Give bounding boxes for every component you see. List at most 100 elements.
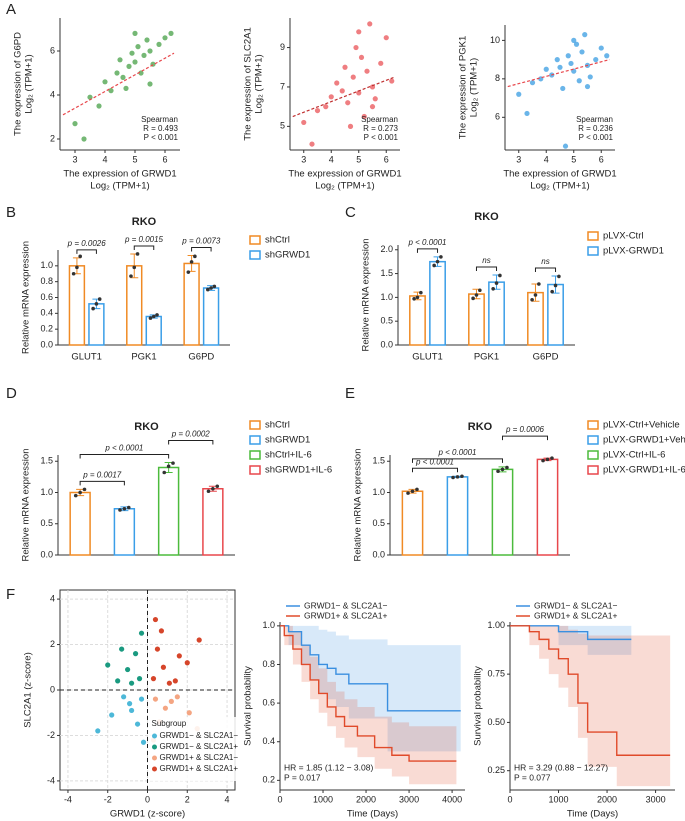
y-tick-label: 0.0	[40, 549, 53, 559]
y-tick-label: 5	[280, 121, 285, 131]
x-tick-label: 4	[544, 154, 549, 164]
y-axis-label: Survival probability	[473, 666, 484, 746]
point	[132, 59, 138, 65]
x-tick-label: -4	[64, 794, 72, 804]
replicate-point	[215, 484, 220, 489]
replicate-point	[129, 274, 133, 278]
replicate-point	[132, 265, 137, 270]
point	[339, 88, 345, 94]
bar	[113, 508, 136, 556]
point	[582, 32, 588, 38]
legend-swatch	[152, 744, 157, 750]
replicate-point	[410, 489, 415, 494]
point	[361, 113, 367, 120]
replicate-point	[557, 274, 561, 279]
significance-bracket	[191, 247, 212, 252]
point	[565, 53, 571, 59]
replicate-point	[406, 491, 410, 495]
y-axis-label: Survival probability	[243, 666, 254, 746]
annotation: P = 0.077	[514, 772, 551, 782]
point	[389, 78, 395, 84]
chart-title: RKO	[134, 421, 159, 433]
legend-label: shGRWD1	[265, 250, 310, 261]
significance-label: p = 0.0017	[82, 470, 122, 479]
panel-label: A	[6, 1, 16, 18]
point	[162, 705, 168, 711]
y-tick-label: 0.0	[372, 549, 385, 559]
annotation: P = 0.017	[284, 772, 321, 782]
chart-title: RKO	[468, 421, 493, 433]
y-tick-label: 9	[280, 42, 285, 52]
annotation: Spearman	[576, 115, 613, 124]
legend-label: shCtrl	[265, 420, 290, 431]
legend-label: pLVX-Ctrl	[603, 231, 643, 242]
point	[138, 696, 145, 702]
x-tick-label: 4	[102, 154, 107, 164]
legend-label: shGRWD1	[265, 435, 310, 446]
survival-curve	[280, 625, 457, 762]
legend-bg	[149, 717, 252, 781]
legend-label: GRWD1+ & SLC2A1−	[160, 753, 239, 762]
y-tick-label: 1.00	[487, 620, 505, 630]
y-tick-label: 0	[50, 684, 55, 694]
y-tick-label: 2	[50, 639, 55, 649]
point	[568, 60, 574, 67]
point	[168, 698, 174, 704]
x-axis-label: Time (Days)	[567, 809, 618, 820]
point	[154, 646, 161, 652]
point	[135, 44, 141, 50]
x-tick-label: 6	[162, 154, 167, 164]
y-tick-label: 0.5	[40, 518, 53, 528]
point	[560, 85, 566, 92]
legend-label: shCtrl+IL-6	[265, 450, 312, 461]
y-tick-label: 0.6	[262, 697, 275, 707]
replicate-point	[186, 270, 191, 274]
y-tick-label: 10	[490, 35, 500, 45]
x-tick-label: G6PD	[188, 352, 214, 363]
replicate-point	[550, 456, 554, 460]
point	[158, 628, 165, 634]
x-tick-label: 3	[301, 154, 306, 164]
y-tick-label: 6	[495, 112, 500, 122]
point	[102, 79, 108, 85]
confidence-band	[510, 625, 671, 787]
point	[128, 680, 135, 686]
legend-label: GRWD1− & SLC2A1−	[160, 731, 239, 740]
replicate-point	[498, 273, 502, 278]
x-tick-label: -2	[104, 794, 112, 804]
point	[132, 651, 139, 657]
point	[147, 48, 153, 54]
significance-label: ns	[541, 257, 549, 266]
point	[166, 680, 172, 686]
x-tick-label: 5	[132, 154, 137, 164]
point	[123, 85, 129, 91]
survival-curve	[280, 625, 461, 712]
point	[147, 81, 153, 87]
x-axis-label: Time (Days)	[347, 809, 398, 820]
point	[383, 35, 389, 41]
point	[108, 88, 114, 94]
y-tick-label: 1.0	[262, 620, 275, 630]
point	[121, 694, 127, 700]
x-tick-label: GLUT1	[412, 352, 443, 363]
fit-line	[62, 52, 175, 116]
point	[109, 712, 115, 718]
survival-curve	[510, 625, 671, 756]
y-tick-label: 1.5	[372, 456, 385, 466]
replicate-point	[155, 313, 159, 317]
point	[524, 110, 530, 117]
significance-bracket	[475, 266, 498, 271]
x-axis-label: The expression of GRWD1	[503, 169, 616, 180]
point	[136, 676, 143, 682]
x-tick-label: 3000	[646, 794, 666, 804]
point	[358, 54, 365, 61]
point	[132, 30, 138, 36]
legend-swatch	[249, 420, 261, 430]
x-tick-label: 6	[599, 154, 604, 164]
replicate-point	[206, 489, 211, 494]
y-tick-label: 2	[50, 133, 55, 143]
x-tick-label: 3	[516, 154, 521, 164]
point	[156, 41, 162, 48]
x-axis-label-sub: Log₂ (TPM+1)	[90, 181, 149, 192]
point	[168, 30, 174, 36]
